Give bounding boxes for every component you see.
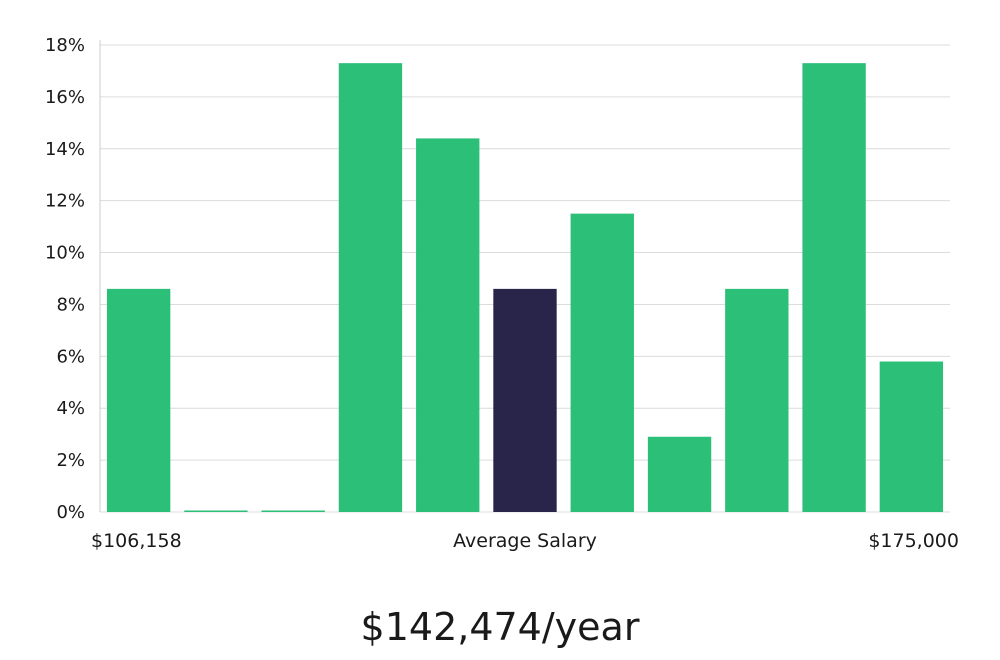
bar bbox=[416, 138, 480, 512]
y-axis-tick-labels: 0% 2% 4% 6% 8% 10% 12% 14% 16% 18% bbox=[45, 35, 85, 523]
x-label-max: $175,000 bbox=[868, 530, 959, 552]
y-tick-label: 16% bbox=[45, 87, 85, 108]
bar bbox=[725, 288, 789, 512]
bar bbox=[570, 213, 634, 512]
bar bbox=[647, 436, 712, 512]
y-tick-label: 6% bbox=[56, 346, 85, 367]
bar bbox=[879, 361, 944, 512]
bar bbox=[261, 510, 325, 512]
average-salary-value: $142,474/year bbox=[360, 605, 640, 649]
y-tick-label: 4% bbox=[56, 398, 85, 419]
bar-average-salary bbox=[493, 288, 557, 512]
y-tick-label: 14% bbox=[45, 139, 85, 160]
y-tick-label: 2% bbox=[56, 450, 85, 471]
y-tick-label: 0% bbox=[56, 502, 85, 523]
bar bbox=[802, 63, 866, 513]
bar bbox=[184, 510, 248, 512]
bars bbox=[106, 63, 944, 513]
y-tick-label: 8% bbox=[56, 294, 85, 315]
y-tick-label: 12% bbox=[45, 191, 85, 212]
x-label-min: $106,158 bbox=[91, 530, 182, 552]
bar bbox=[338, 63, 403, 513]
salary-distribution-chart: 0% 2% 4% 6% 8% 10% 12% 14% 16% 18% $106,158 Avera… bbox=[45, 35, 959, 552]
x-label-center: Average Salary bbox=[453, 530, 597, 552]
bar bbox=[106, 288, 171, 512]
y-tick-label: 10% bbox=[45, 243, 85, 264]
y-tick-label: 18% bbox=[45, 35, 85, 56]
